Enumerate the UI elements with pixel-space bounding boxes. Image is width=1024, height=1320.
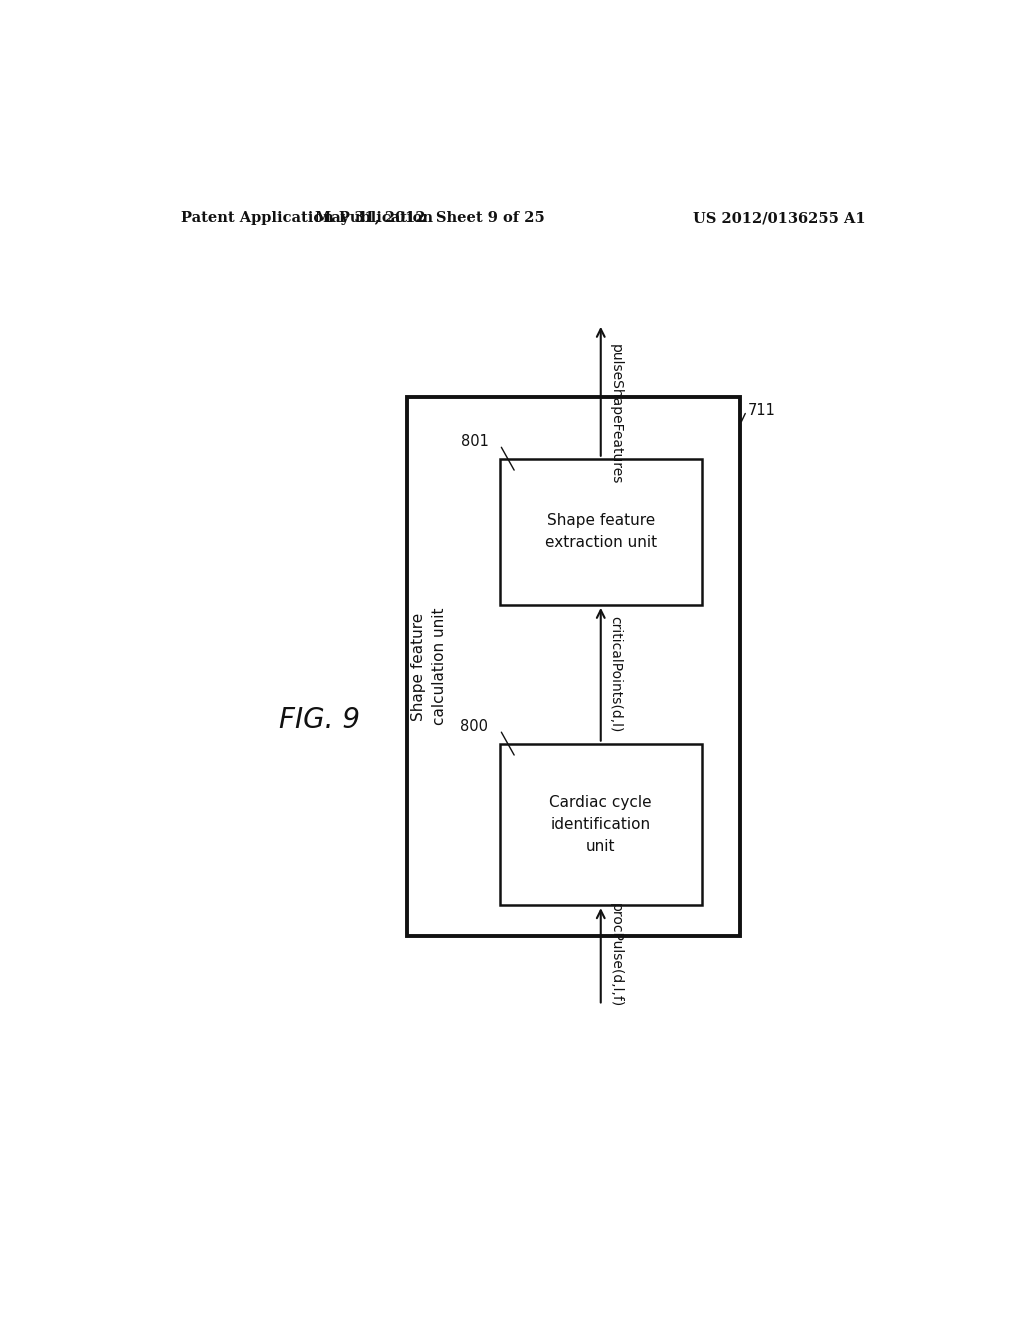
Text: criticalPoints(d,l): criticalPoints(d,l) — [608, 616, 623, 733]
Text: 801: 801 — [461, 434, 488, 449]
Text: May 31, 2012  Sheet 9 of 25: May 31, 2012 Sheet 9 of 25 — [315, 211, 545, 226]
Text: 800: 800 — [461, 719, 488, 734]
Bar — [407, 397, 740, 936]
Text: Shape feature
calculation unit: Shape feature calculation unit — [411, 607, 446, 726]
Text: FIG. 9: FIG. 9 — [280, 706, 360, 734]
Text: pulseShapeFeatures: pulseShapeFeatures — [608, 345, 623, 484]
Text: US 2012/0136255 A1: US 2012/0136255 A1 — [692, 211, 865, 226]
Text: Shape feature
extraction unit: Shape feature extraction unit — [545, 513, 656, 550]
Text: procPulse(d,l,f): procPulse(d,l,f) — [608, 903, 623, 1007]
Text: Cardiac cycle
identification
unit: Cardiac cycle identification unit — [550, 795, 652, 854]
Text: 711: 711 — [748, 404, 776, 418]
Bar — [500, 743, 701, 906]
Text: Patent Application Publication: Patent Application Publication — [180, 211, 433, 226]
Bar — [500, 459, 701, 605]
